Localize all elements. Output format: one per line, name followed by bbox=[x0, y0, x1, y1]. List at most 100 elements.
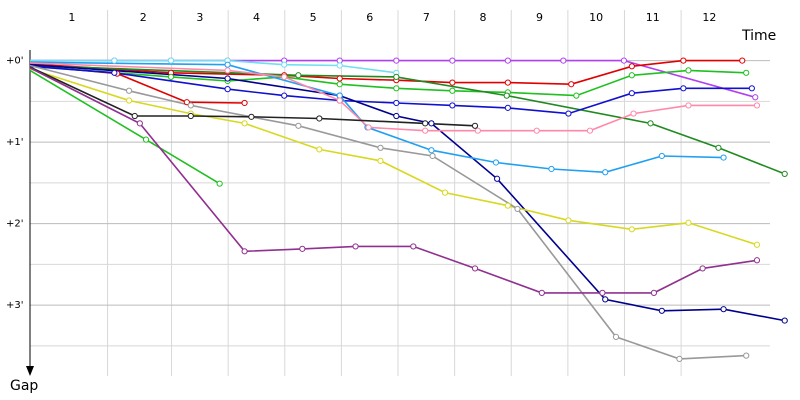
point bbox=[743, 69, 750, 76]
series-line bbox=[29, 64, 785, 175]
x-tick-label: 10 bbox=[589, 11, 603, 24]
point bbox=[393, 85, 400, 92]
point bbox=[241, 120, 248, 127]
point bbox=[781, 170, 788, 177]
point bbox=[224, 61, 231, 68]
point bbox=[658, 152, 665, 160]
point bbox=[685, 67, 692, 74]
point bbox=[538, 289, 545, 296]
point bbox=[295, 122, 302, 129]
x-tick-label: 9 bbox=[536, 11, 543, 24]
point bbox=[533, 127, 540, 134]
point bbox=[503, 92, 510, 99]
point bbox=[429, 152, 436, 160]
point bbox=[299, 245, 306, 252]
point bbox=[336, 81, 343, 88]
x-tick-label: 7 bbox=[423, 11, 430, 24]
point bbox=[612, 333, 620, 340]
point bbox=[142, 136, 150, 143]
point bbox=[565, 217, 572, 224]
point bbox=[316, 115, 323, 122]
point bbox=[410, 243, 417, 250]
point bbox=[393, 73, 400, 80]
point bbox=[699, 265, 706, 272]
point bbox=[224, 75, 231, 82]
series-line bbox=[29, 64, 747, 360]
point bbox=[167, 73, 175, 80]
point bbox=[685, 102, 692, 109]
point bbox=[493, 175, 501, 182]
y-tick-label: +1' bbox=[6, 137, 24, 148]
point bbox=[602, 169, 609, 176]
point bbox=[336, 75, 343, 82]
point bbox=[685, 219, 692, 226]
point bbox=[471, 122, 479, 129]
point bbox=[241, 99, 248, 107]
point bbox=[514, 205, 521, 213]
point bbox=[680, 85, 687, 92]
point bbox=[492, 159, 500, 166]
point bbox=[422, 127, 429, 134]
x-tick-label: 5 bbox=[310, 11, 317, 24]
point bbox=[720, 306, 727, 313]
point bbox=[336, 62, 343, 69]
point bbox=[449, 57, 456, 64]
point bbox=[628, 90, 635, 97]
point bbox=[628, 226, 635, 233]
point bbox=[125, 87, 133, 94]
point bbox=[474, 127, 481, 134]
point bbox=[295, 72, 302, 79]
point bbox=[167, 57, 175, 64]
point bbox=[224, 86, 231, 93]
point bbox=[441, 189, 449, 196]
x-tick-label: 4 bbox=[253, 11, 260, 24]
point bbox=[393, 99, 400, 107]
point bbox=[658, 307, 665, 314]
point bbox=[739, 57, 746, 64]
x-tick-label: 1 bbox=[68, 11, 75, 24]
series-line bbox=[29, 65, 752, 115]
point bbox=[111, 69, 118, 76]
point bbox=[781, 317, 788, 324]
point bbox=[753, 102, 761, 109]
point bbox=[504, 79, 511, 86]
point bbox=[748, 85, 755, 92]
point bbox=[568, 81, 575, 88]
point bbox=[602, 296, 609, 303]
point bbox=[650, 289, 658, 296]
point bbox=[216, 180, 223, 187]
point bbox=[377, 144, 384, 151]
point bbox=[753, 257, 761, 264]
point bbox=[393, 57, 400, 64]
point bbox=[183, 99, 190, 106]
point bbox=[630, 110, 637, 117]
point bbox=[281, 73, 288, 80]
point bbox=[586, 127, 594, 134]
point bbox=[428, 147, 435, 154]
point bbox=[136, 120, 143, 127]
point bbox=[449, 102, 456, 109]
x-tick-label: 3 bbox=[196, 11, 203, 24]
series-line bbox=[29, 69, 221, 185]
point bbox=[573, 92, 580, 99]
point bbox=[647, 120, 654, 127]
point bbox=[504, 104, 511, 111]
point bbox=[560, 57, 567, 64]
point bbox=[620, 57, 628, 64]
point bbox=[449, 79, 456, 86]
y-axis-arrow bbox=[26, 366, 34, 376]
point bbox=[743, 352, 750, 359]
point bbox=[365, 124, 372, 131]
x-tick-label: 6 bbox=[366, 11, 373, 24]
point bbox=[125, 97, 133, 104]
y-tick-label: +3' bbox=[6, 300, 24, 311]
x-tick-label: 8 bbox=[479, 11, 486, 24]
point bbox=[187, 102, 194, 109]
point bbox=[248, 113, 255, 120]
point bbox=[504, 57, 511, 64]
point bbox=[680, 57, 687, 64]
x-tick-label: 2 bbox=[140, 11, 147, 24]
point bbox=[241, 248, 248, 255]
series-line bbox=[29, 62, 757, 132]
